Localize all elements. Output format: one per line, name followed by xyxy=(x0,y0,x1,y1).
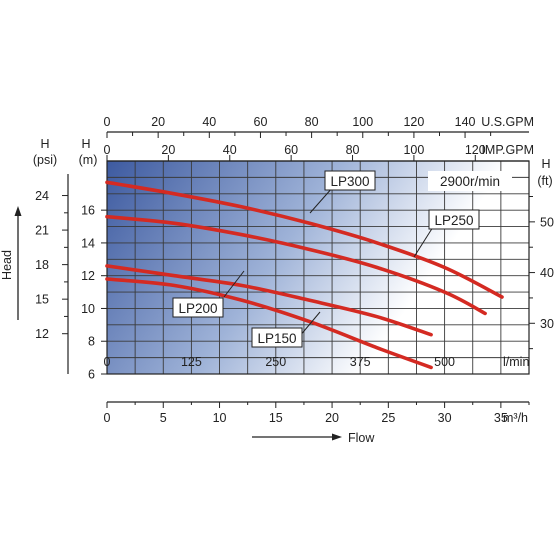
us-gpm-tick-label: 60 xyxy=(254,115,268,129)
us-gpm-tick-label: 20 xyxy=(151,115,165,129)
us-gpm-tick-label: 0 xyxy=(104,115,111,129)
lmin-tick-label: 375 xyxy=(350,355,371,369)
series-label-lp200: LP200 xyxy=(178,301,217,316)
lmin-tick-label: 125 xyxy=(181,355,202,369)
us-gpm-ticks: 0 20 40 60 80 100 120 140 xyxy=(104,115,492,138)
metre-tick-label: 8 xyxy=(88,335,95,349)
imp-gpm-tick-label: 0 xyxy=(104,143,111,157)
us-gpm-tick-label: 140 xyxy=(455,115,476,129)
metre-tick-label: 16 xyxy=(81,204,95,218)
lmin-unit-label: l/min xyxy=(503,355,529,369)
series-label-lp250: LP250 xyxy=(434,213,473,228)
ft-axis-title: H xyxy=(541,157,550,171)
m3h-ticks: 0 5 10 15 20 25 30 35 xyxy=(104,402,530,425)
psi-axis-unit: (psi) xyxy=(33,153,57,167)
lp300-label-box xyxy=(324,170,376,191)
flow-label: Flow xyxy=(348,431,375,445)
psi-tick-label: 21 xyxy=(35,224,49,238)
ft-axis-unit: (ft) xyxy=(537,174,552,188)
series-line-lp150 xyxy=(105,277,433,370)
psi-tick-label: 18 xyxy=(35,258,49,272)
m-axis-title: H xyxy=(81,137,90,151)
series-line-lp300 xyxy=(105,180,504,299)
m3h-tick-label: 10 xyxy=(213,411,227,425)
us-gpm-tick-label: 80 xyxy=(305,115,319,129)
us-gpm-tick-label: 40 xyxy=(202,115,216,129)
us-gpm-unit-label: U.S.GPM xyxy=(481,115,534,129)
psi-axis-title: H xyxy=(40,137,49,151)
imp-gpm-tick-label: 100 xyxy=(403,143,424,157)
imp-gpm-ticks: 0 20 40 60 80 100 120 xyxy=(104,143,486,161)
feet-tick-label: 30 xyxy=(540,317,554,331)
feet-tick-label: 50 xyxy=(540,215,554,229)
lmin-tick-label: 0 xyxy=(104,355,111,369)
imp-gpm-tick-label: 20 xyxy=(161,143,175,157)
psi-ticks: 12 15 18 21 24 xyxy=(35,189,68,341)
feet-tick-label: 40 xyxy=(540,266,554,280)
series-label-lp300: LP300 xyxy=(330,174,369,189)
lp200-label-box xyxy=(172,297,224,318)
head-arrow-head xyxy=(14,206,22,216)
m3h-tick-label: 30 xyxy=(438,411,452,425)
imp-gpm-tick-label: 80 xyxy=(346,143,360,157)
lmin-tick-label: 500 xyxy=(434,355,455,369)
us-gpm-tick-label: 100 xyxy=(352,115,373,129)
lp150-label-box xyxy=(251,327,303,348)
psi-tick-label: 15 xyxy=(35,293,49,307)
series-line-lp250 xyxy=(105,214,487,316)
m3h-tick-label: 5 xyxy=(160,411,167,425)
lp300-leader xyxy=(309,186,334,214)
series-label-lp150: LP150 xyxy=(257,331,296,346)
plot-background xyxy=(107,161,529,374)
lp200-leader xyxy=(223,270,245,298)
speed-label: 2900r/min xyxy=(440,174,500,189)
metre-tick-label: 10 xyxy=(81,302,95,316)
metre-tick-label: 6 xyxy=(88,368,95,382)
head-label: Head xyxy=(0,250,14,280)
m3h-tick-label: 20 xyxy=(325,411,339,425)
flow-arrow-head xyxy=(332,433,342,441)
metre-tick-label: 12 xyxy=(81,269,95,283)
pump-curves xyxy=(105,180,504,370)
m3h-tick-label: 25 xyxy=(381,411,395,425)
m3h-unit-label: m³/h xyxy=(503,411,528,425)
us-gpm-tick-label: 120 xyxy=(403,115,424,129)
imp-gpm-unit-label: IMP.GPM xyxy=(481,143,534,157)
m3h-tick-label: 15 xyxy=(269,411,283,425)
psi-tick-label: 24 xyxy=(35,189,49,203)
m3h-tick-label: 35 xyxy=(494,411,508,425)
lmin-tick-label: 250 xyxy=(265,355,286,369)
m-axis-unit: (m) xyxy=(79,153,98,167)
speed-label-box xyxy=(428,171,512,191)
lp250-label-box xyxy=(428,209,480,230)
lp250-leader xyxy=(413,226,434,258)
metre-tick-label: 14 xyxy=(81,236,95,250)
imp-gpm-tick-label: 40 xyxy=(223,143,237,157)
metre-ticks: 6 8 10 12 14 16 xyxy=(81,204,107,382)
series-line-lp200 xyxy=(105,264,433,337)
imp-gpm-tick-label: 60 xyxy=(284,143,298,157)
feet-ticks: 30 40 50 xyxy=(529,196,554,350)
lmin-ticks: 0 125 250 375 500 xyxy=(104,355,456,369)
imp-gpm-tick-label: 120 xyxy=(465,143,486,157)
psi-tick-label: 12 xyxy=(35,327,49,341)
m3h-tick-label: 0 xyxy=(104,411,111,425)
